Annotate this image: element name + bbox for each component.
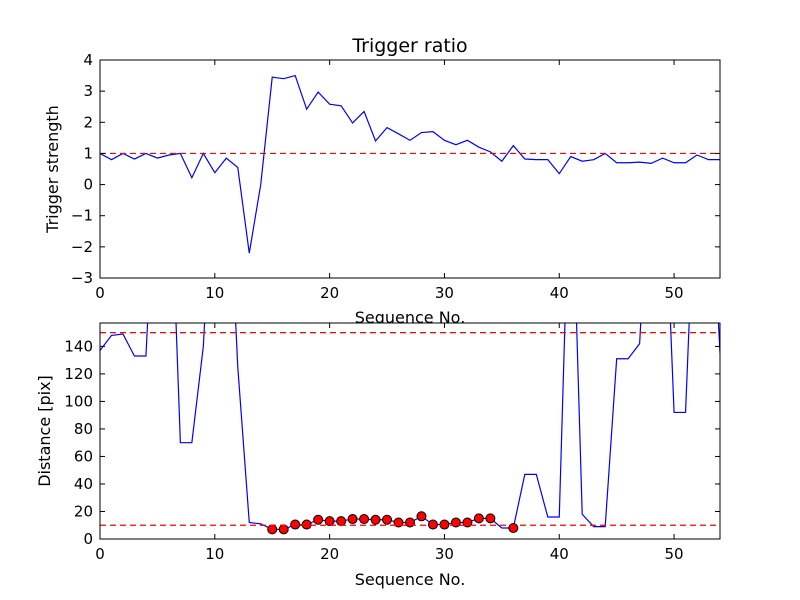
x-axis-label: Sequence No.: [355, 570, 466, 589]
y-tick-label: −2: [71, 238, 93, 256]
x-axis-label: Sequence No.: [355, 308, 466, 327]
y-tick-label: 0: [83, 176, 93, 194]
data-point: [347, 514, 358, 525]
marker-series: [267, 511, 519, 535]
data-point: [278, 524, 289, 535]
x-tick-label: 0: [95, 284, 105, 302]
data-point: [439, 519, 450, 530]
y-tick-label: 100: [64, 392, 93, 410]
x-tick-label: 10: [205, 545, 224, 563]
y-tick-label: 0: [83, 530, 93, 548]
x-tick-label: 40: [550, 284, 569, 302]
y-tick-label: 40: [74, 475, 93, 493]
axes-frame: [99, 322, 721, 540]
x-tick-label: 30: [435, 545, 454, 563]
y-tick-label: 60: [74, 447, 93, 465]
y-axis-label: Distance [pix]: [35, 375, 54, 487]
x-tick-label: 0: [95, 545, 105, 563]
data-point: [324, 516, 335, 527]
data-point: [290, 519, 301, 530]
y-tick-label: 4: [83, 51, 93, 69]
x-tick-label: 20: [320, 284, 339, 302]
data-point: [301, 519, 312, 530]
x-tick-label: 40: [550, 545, 569, 563]
data-point: [370, 514, 381, 525]
data-point: [359, 514, 370, 525]
data-point: [267, 524, 278, 535]
y-tick-label: 2: [83, 113, 93, 131]
series-group: [100, 74, 720, 254]
y-tick-label: 20: [74, 502, 93, 520]
y-tick-label: −3: [71, 269, 93, 287]
y-axis-label: Trigger strength: [43, 105, 62, 234]
x-tick-label: 50: [665, 284, 684, 302]
data-point: [382, 514, 393, 525]
data-point: [313, 514, 324, 525]
y-tick-label: 3: [83, 82, 93, 100]
x-tick-label: 30: [435, 284, 454, 302]
chart-panel-2: 0 10 20 30 40 50 0 20 40 60 80 100 120 140 Sequence No…: [35, 322, 721, 589]
chart-panel-1: 0 10 20 30 40 50 −3 −2 −1 0 1 2 3 4 Trigger ratio Seque…: [43, 35, 721, 327]
data-point: [336, 516, 347, 527]
plot-area: [100, 60, 720, 278]
y-tick-label: 120: [64, 365, 93, 383]
x-tick-label: 20: [320, 545, 339, 563]
axes-frame: [99, 59, 721, 279]
data-point: [416, 511, 427, 522]
chart-title: Trigger ratio: [351, 35, 467, 57]
y-tick-label: 1: [83, 144, 93, 162]
data-point: [473, 513, 484, 524]
y-tick-label: 140: [64, 337, 93, 355]
data-point: [485, 513, 496, 524]
x-tick-label: 10: [205, 284, 224, 302]
x-tick-label: 50: [665, 545, 684, 563]
data-point: [427, 519, 438, 530]
y-tick-label: 80: [74, 420, 93, 438]
y-tick-label: −1: [71, 207, 93, 225]
series-group: [100, 323, 720, 535]
